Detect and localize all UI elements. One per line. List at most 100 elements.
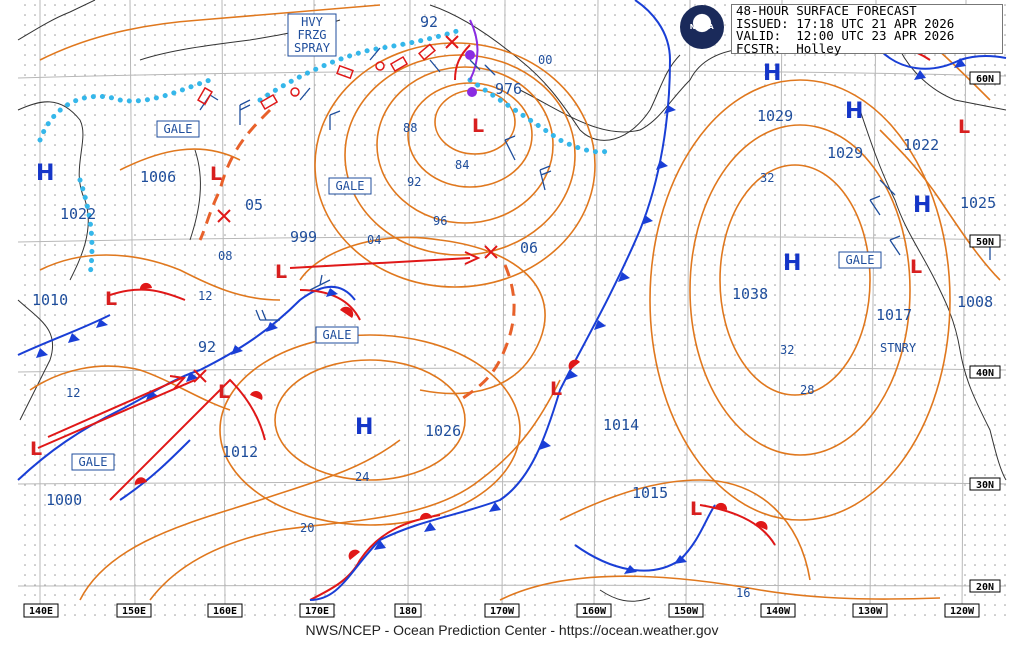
wind-barbs <box>199 47 1001 321</box>
isobar-value: 12 <box>198 289 212 303</box>
low-center: L <box>30 438 42 460</box>
low-center: L <box>550 378 562 400</box>
map-background <box>18 0 1006 622</box>
isobar-value: 32 <box>760 171 774 185</box>
stationary-front-label: STNRY <box>880 341 917 355</box>
lon-label: 120W <box>950 606 975 617</box>
high-center: H <box>783 251 801 276</box>
high-center: H <box>763 61 781 86</box>
warning-labels: HVY FRZG SPRAY GALE GALE GALE GALE GALE … <box>71 13 917 471</box>
pressure-label: 1022 <box>60 205 96 223</box>
gale-warning: GALE <box>846 253 875 267</box>
header-forecaster: FCSTR: Holley <box>736 40 842 56</box>
forecast-track <box>198 108 516 402</box>
gale-warning: GALE <box>79 455 108 469</box>
forecast-header: 48-HOUR SURFACE FORECAST ISSUED: 17:18 U… <box>731 4 1003 54</box>
lon-label: 150E <box>122 606 146 617</box>
lon-label: 160E <box>213 606 237 617</box>
isobar-value: 96 <box>433 214 447 228</box>
graticule <box>17 0 1007 607</box>
isobar-values: 00 88 84 92 96 04 08 12 12 24 20 16 28 3… <box>66 53 814 600</box>
pressure-label: 1026 <box>425 422 461 440</box>
lon-label: 140W <box>766 606 791 617</box>
isobar-value: 12 <box>66 386 80 400</box>
isobar-value: 24 <box>355 470 369 484</box>
lon-label: 170W <box>490 606 515 617</box>
low-center: L <box>218 381 230 403</box>
isobars <box>29 4 1001 601</box>
header-issued: ISSUED: 17:18 UTC 21 APR 2026 <box>736 15 955 31</box>
pressure-label: 976 <box>495 80 522 98</box>
latitude-labels: 60N 50N 40N 30N 20N <box>969 71 1001 593</box>
longitude-labels: 140E 150E 160E 170E 180 170W 160W 150W 1… <box>23 603 980 618</box>
pressure-label: 05 <box>245 196 263 214</box>
low-tracks <box>37 44 481 449</box>
warning-text: HVY <box>301 15 323 29</box>
low-center: L <box>472 115 484 137</box>
isobar-value: 08 <box>218 249 232 263</box>
pressure-label: 1025 <box>960 194 996 212</box>
isobar-value: 32 <box>780 343 794 357</box>
logo-text: NOAA <box>689 23 715 31</box>
low-center: L <box>275 261 287 283</box>
lat-label: 40N <box>976 368 994 379</box>
isobar-value: 16 <box>736 586 750 600</box>
pressure-label: 1029 <box>827 144 863 162</box>
lat-label: 30N <box>976 480 994 491</box>
isobar-value: 20 <box>300 521 314 535</box>
pressure-label: 1012 <box>222 443 258 461</box>
high-center: H <box>913 193 931 218</box>
isobar-value: 92 <box>407 175 421 189</box>
warning-text: SPRAY <box>294 41 331 55</box>
x-markers <box>193 35 498 383</box>
header-valid: VALID: 12:00 UTC 23 APR 2026 <box>736 28 955 43</box>
gale-warning: GALE <box>164 122 193 136</box>
lon-label: 180 <box>399 606 417 617</box>
pressure-label: 1017 <box>876 306 912 324</box>
low-pressure-centers: L L L L L L L L L L <box>30 115 970 520</box>
lon-label: 140E <box>29 606 53 617</box>
pressure-label: 1029 <box>757 107 793 125</box>
pressure-label: 92 <box>420 13 438 31</box>
pressure-label: 1006 <box>140 168 176 186</box>
warning-text: FRZG <box>298 28 327 42</box>
lon-label: 160W <box>582 606 607 617</box>
pressure-label: 1010 <box>32 291 68 309</box>
low-center: L <box>210 163 222 185</box>
isobar-value: 88 <box>403 121 417 135</box>
noaa-logo: NOAA <box>680 5 724 49</box>
front-symbols <box>36 50 966 574</box>
high-pressure-centers: H H H H H H <box>36 61 931 440</box>
lon-label: 170E <box>305 606 329 617</box>
isobar-value: 00 <box>538 53 552 67</box>
gale-warning: GALE <box>323 328 352 342</box>
high-center: H <box>355 415 373 440</box>
pressure-labels: 1006 1022 1010 999 05 976 92 92 1012 102… <box>32 13 996 509</box>
pressure-label: 1038 <box>732 285 768 303</box>
pressure-label: 1015 <box>632 484 668 502</box>
lon-label: 150W <box>674 606 699 617</box>
lon-label: 130W <box>858 606 883 617</box>
gale-warning: GALE <box>336 179 365 193</box>
lat-label: 50N <box>976 237 994 248</box>
pressure-label: 1000 <box>46 491 82 509</box>
freezing-spray-symbols <box>197 43 436 110</box>
low-center: L <box>910 256 922 278</box>
ice-edge <box>37 27 613 278</box>
pressure-label: 1022 <box>903 136 939 154</box>
pressure-label: 06 <box>520 239 538 257</box>
isobar-value: 04 <box>367 233 381 247</box>
footer-credit: NWS/NCEP - Ocean Prediction Center - htt… <box>305 622 719 638</box>
isobar-value: 28 <box>800 383 814 397</box>
pressure-label: 1014 <box>603 416 639 434</box>
lat-label: 20N <box>976 582 994 593</box>
pressure-label: 92 <box>198 338 216 356</box>
lat-label: 60N <box>976 74 994 85</box>
header-title: 48-HOUR SURFACE FORECAST <box>736 3 917 18</box>
pressure-label: 1008 <box>957 293 993 311</box>
low-center: L <box>105 288 117 310</box>
high-center: H <box>845 99 863 124</box>
high-center: H <box>36 161 54 186</box>
